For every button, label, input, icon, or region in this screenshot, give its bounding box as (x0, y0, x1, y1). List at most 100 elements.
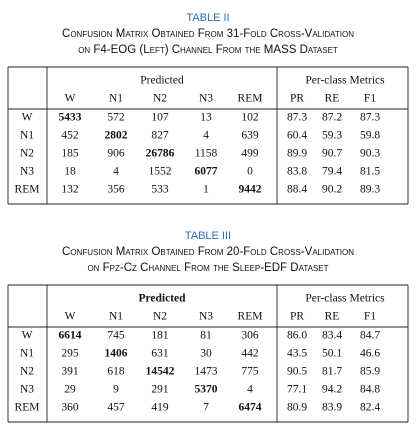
table-cell: 94.2 (322, 384, 342, 396)
table-cell: 81.5 (360, 166, 380, 178)
column-header: N2 (153, 93, 167, 105)
table-cell: 5370 (195, 384, 218, 396)
table-cell: 775 (241, 366, 259, 378)
table-cell: 9442 (239, 184, 262, 196)
table-caption: Confusion Matrix Obtained From 20-Fold C… (62, 246, 354, 258)
row-label: N3 (20, 166, 34, 178)
table-cell: 85.9 (360, 366, 380, 378)
table-label: TABLE II (186, 12, 229, 24)
row-label: N2 (20, 366, 34, 378)
table-cell: 90.5 (287, 366, 307, 378)
table-cell: 80.9 (287, 402, 307, 414)
table-cell: 1552 (149, 166, 172, 178)
table-cell: 88.4 (287, 184, 307, 196)
table-cell: 83.4 (322, 330, 342, 342)
table-cell: 59.8 (360, 130, 380, 142)
table-cell: 295 (61, 348, 79, 360)
column-header: N3 (199, 311, 213, 323)
table-cell: 9 (113, 384, 119, 396)
table-cell: 50.1 (322, 348, 342, 360)
column-header: N3 (199, 93, 213, 105)
table-cell: 107 (151, 112, 169, 124)
column-header: RE (325, 311, 340, 323)
table-cell: 84.7 (360, 330, 380, 342)
row-label: N1 (20, 130, 34, 142)
table-cell: 89.9 (287, 148, 307, 160)
table-caption: on F4-EOG (Left) Channel From the MASS D… (78, 44, 338, 56)
table-cell: 60.4 (287, 130, 307, 142)
table-cell: 185 (61, 148, 79, 160)
group-header: Per-class Metrics (305, 293, 385, 305)
table-cell: 7 (203, 402, 209, 414)
column-header: RE (325, 93, 340, 105)
table-cell: 13 (200, 112, 212, 124)
table-cell: 6614 (59, 330, 82, 342)
table-cell: 906 (107, 148, 125, 160)
table-cell: 4 (247, 384, 253, 396)
table-cell: 43.5 (287, 348, 307, 360)
row-label: W (22, 112, 33, 124)
table-cell: 4 (203, 130, 209, 142)
table-cell: 1406 (105, 348, 128, 360)
table-cell: 291 (151, 384, 169, 396)
table-cell: 102 (241, 112, 259, 124)
column-header: F1 (364, 93, 376, 105)
table-cell: 572 (107, 112, 125, 124)
column-header: W (65, 93, 76, 105)
table-cell: 457 (107, 402, 125, 414)
table-cell: 87.3 (360, 112, 380, 124)
column-header: PR (290, 93, 304, 105)
table-cell: 1 (203, 184, 209, 196)
table-cell: 90.2 (322, 184, 342, 196)
table-label: TABLE III (185, 230, 231, 242)
table-cell: 132 (61, 184, 79, 196)
table-cell: 82.4 (360, 402, 380, 414)
table-cell: 83.9 (322, 402, 342, 414)
table-cell: 2802 (105, 130, 128, 142)
table-cell: 631 (151, 348, 169, 360)
table-cell: 29 (64, 384, 76, 396)
table-cell: 90.7 (322, 148, 342, 160)
table-cell: 59.3 (322, 130, 342, 142)
table-cell: 4 (113, 166, 119, 178)
table-cell: 87.3 (287, 112, 307, 124)
table-cell: 499 (241, 148, 259, 160)
table-cell: 26786 (146, 148, 175, 160)
table-cell: 360 (61, 402, 79, 414)
table-cell: 1473 (195, 366, 218, 378)
table-cell: 181 (151, 330, 169, 342)
table-cell: 90.3 (360, 148, 380, 160)
table-cell: 77.1 (287, 384, 307, 396)
column-header: REM (238, 311, 263, 323)
group-header: Predicted (138, 293, 186, 305)
table-cell: 30 (200, 348, 212, 360)
table-cell: 6077 (195, 166, 218, 178)
column-header: N1 (109, 93, 123, 105)
table-cell: 46.6 (360, 348, 380, 360)
table-cell: 81.7 (322, 366, 342, 378)
table-cell: 79.4 (322, 166, 342, 178)
table-cell: 533 (151, 184, 169, 196)
table-cell: 86.0 (287, 330, 307, 342)
column-header: W (65, 311, 76, 323)
group-header: Per-class Metrics (305, 75, 385, 87)
table-cell: 391 (61, 366, 79, 378)
table-cell: 1158 (195, 148, 218, 160)
table-cell: 87.2 (322, 112, 342, 124)
column-header: F1 (364, 311, 376, 323)
table-caption: on Fpz-Cz Channel From the Sleep-EDF Dat… (87, 262, 328, 274)
row-label: N1 (20, 348, 34, 360)
row-label: W (22, 330, 33, 342)
table-cell: 306 (241, 330, 259, 342)
row-label: REM (15, 184, 40, 196)
table-cell: 89.3 (360, 184, 380, 196)
column-header: PR (290, 311, 304, 323)
table-cell: 5433 (59, 112, 82, 124)
table-cell: 745 (107, 330, 125, 342)
table-cell: 419 (151, 402, 169, 414)
column-header: REM (238, 93, 263, 105)
table-cell: 0 (247, 166, 253, 178)
table-caption: Confusion Matrix Obtained From 31-Fold C… (62, 28, 354, 40)
table-cell: 18 (64, 166, 76, 178)
